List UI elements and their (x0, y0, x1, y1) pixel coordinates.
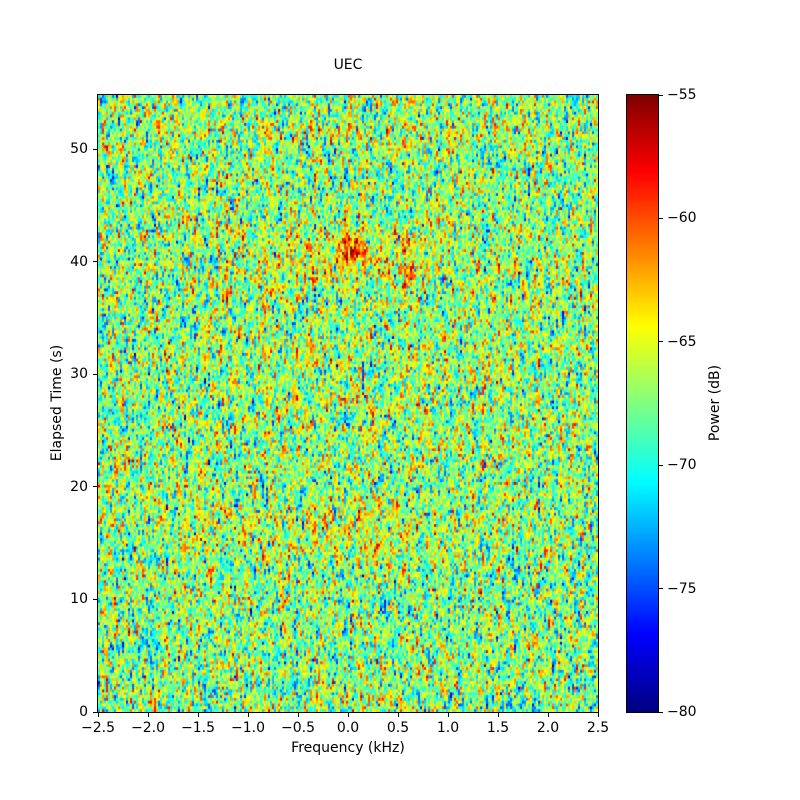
x-tick (197, 713, 199, 717)
y-tick-label: 20 (70, 478, 88, 495)
colorbar-tick (659, 588, 663, 590)
plot-title: UEC (333, 57, 363, 73)
x-tick (97, 713, 99, 717)
y-tick (93, 373, 97, 375)
colorbar-tick-label: −65 (667, 333, 697, 350)
colorbar-tick-label: −70 (667, 457, 697, 474)
x-tick-label: 0.0 (336, 720, 360, 736)
y-tick-label: 40 (70, 253, 88, 270)
colorbar-tick-label: −80 (667, 704, 697, 720)
colorbar-tick (659, 341, 663, 343)
y-tick-label: 50 (70, 141, 88, 158)
x-tick (147, 713, 149, 717)
x-tick-label: 2.5 (586, 720, 610, 736)
y-tick (93, 711, 97, 713)
colorbar-tick-label: −75 (667, 580, 697, 597)
x-tick (347, 713, 349, 717)
colorbar-tick (659, 464, 663, 466)
x-tick-label: 1.5 (486, 720, 510, 736)
x-tick (497, 713, 499, 717)
x-tick-label: 0.5 (386, 720, 410, 736)
x-axis-label: Frequency (kHz) (291, 740, 405, 756)
colorbar-tick (659, 94, 663, 96)
x-tick-label: −0.5 (281, 720, 315, 736)
y-tick-label: 10 (70, 591, 88, 608)
y-tick (93, 261, 97, 263)
x-tick (247, 713, 249, 717)
x-tick-label: −2.0 (131, 720, 165, 736)
colorbar-tick-label: −55 (667, 87, 697, 103)
x-tick-label: −2.5 (81, 720, 115, 736)
x-tick-label: 2.0 (536, 720, 560, 736)
colorbar-label: Power (dB) (707, 364, 723, 442)
y-tick (93, 486, 97, 488)
colorbar (626, 94, 659, 713)
y-tick (93, 598, 97, 600)
colorbar-tick (659, 711, 663, 713)
x-tick (397, 713, 399, 717)
x-tick (297, 713, 299, 717)
x-tick (547, 713, 549, 717)
x-tick (597, 713, 599, 717)
x-tick-label: 1.0 (436, 720, 460, 736)
colorbar-tick (659, 217, 663, 219)
x-tick (447, 713, 449, 717)
x-tick-label: −1.5 (181, 720, 215, 736)
y-axis-label: Elapsed Time (s) (49, 344, 65, 462)
x-tick-label: −1.0 (231, 720, 265, 736)
colorbar-tick-label: −60 (667, 210, 697, 227)
spectrogram-heatmap (97, 94, 599, 713)
y-tick-label: 30 (70, 366, 88, 383)
y-tick-label: 0 (79, 704, 88, 720)
y-tick (93, 148, 97, 150)
